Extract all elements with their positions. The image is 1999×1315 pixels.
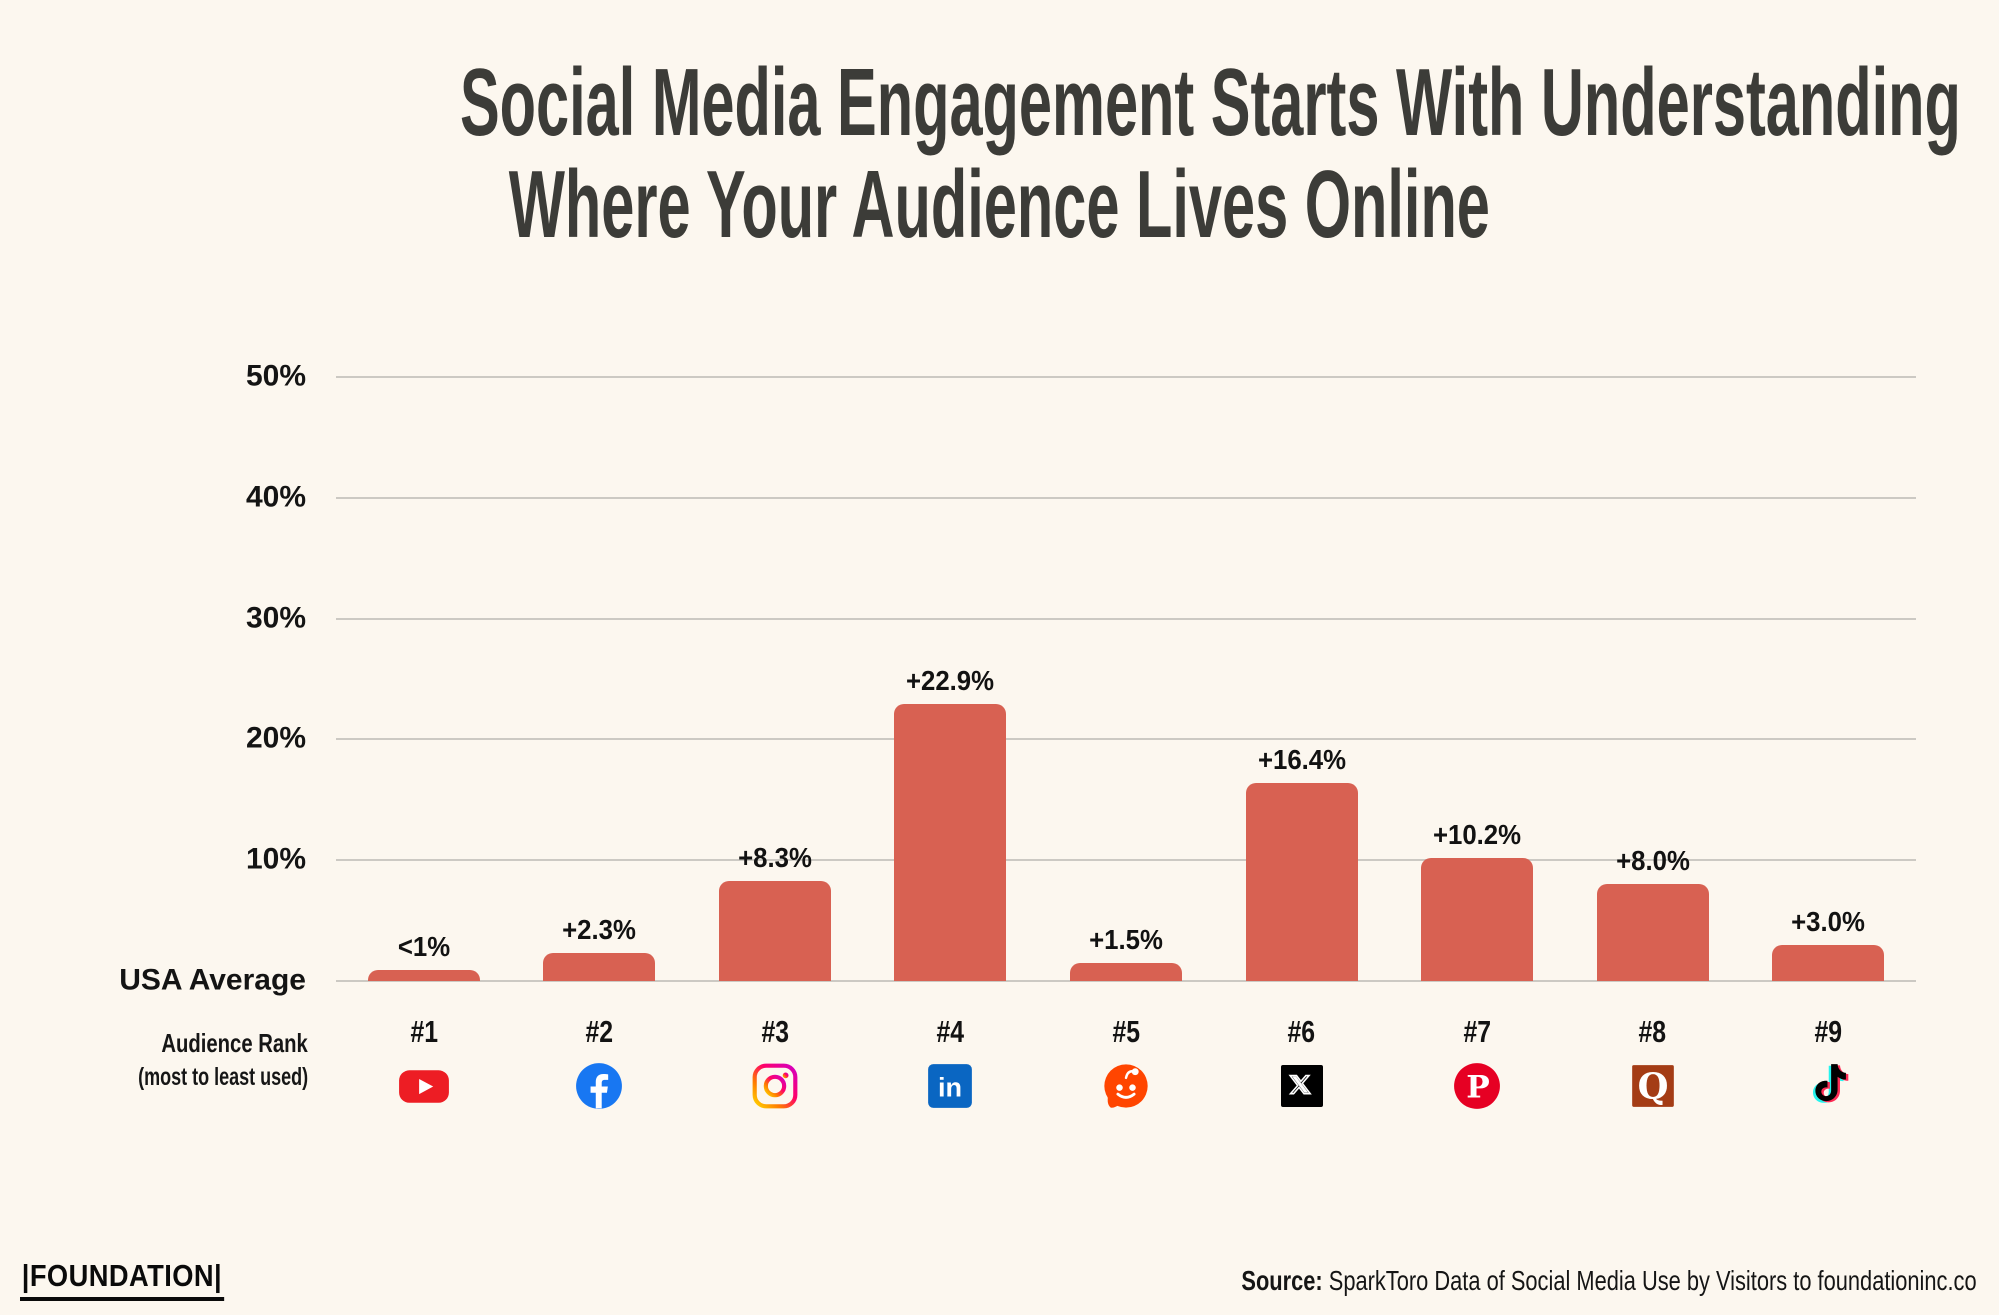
value-label-facebook: +2.3% <box>562 914 637 946</box>
platform-icon-row: in P Q <box>336 1059 1916 1113</box>
svg-text:Q: Q <box>1637 1067 1668 1108</box>
rank-label-x: #6 <box>1287 1014 1316 1049</box>
y-tick-label-40%: 40% <box>245 480 306 514</box>
page-title: Social Media Engagement Starts With Unde… <box>0 52 1999 256</box>
bar-column-reddit: +1.5% <box>1038 377 1214 981</box>
x-axis-subtitle: (most to least used) <box>137 1063 308 1091</box>
y-tick-label-30%: 30% <box>245 600 306 634</box>
bar-column-linkedin: +22.9% <box>863 377 1039 981</box>
x-axis-caption: Audience Rank (most to least used) <box>0 1026 308 1094</box>
value-label-reddit: +1.5% <box>1089 923 1163 955</box>
rank-label-facebook: #2 <box>585 1014 614 1049</box>
bar-column-x: +16.4% <box>1214 377 1390 981</box>
rank-cell-youtube: #1 <box>336 1013 512 1051</box>
rank-label-youtube: #1 <box>409 1014 438 1049</box>
rank-label-pinterest: #7 <box>1463 1014 1491 1049</box>
bar-column-tiktok: +3.0% <box>1741 377 1917 981</box>
gridline-10% <box>336 859 1916 862</box>
bar-column-quora: +8.0% <box>1565 377 1741 981</box>
value-label-instagram: +8.3% <box>738 841 812 873</box>
bar-linkedin: +22.9% <box>894 665 1007 981</box>
source-text: SparkToro Data of Social Media Use by Vi… <box>1323 1265 1977 1296</box>
icon-cell-linkedin: in <box>863 1059 1039 1113</box>
bar-columns: <1% +2.3% +8.3% +22.9% +1.5% +16.4% +10.2% +8.0… <box>336 377 1916 981</box>
gridline-50% <box>336 376 1916 378</box>
y-tick-label-20%: 20% <box>245 721 306 755</box>
gridline-30% <box>336 617 1916 620</box>
value-label-pinterest: +10.2% <box>1433 818 1522 850</box>
rank-cell-facebook: #2 <box>512 1013 688 1051</box>
value-label-youtube: <1% <box>397 931 450 963</box>
pinterest-icon: P <box>1454 1063 1501 1109</box>
rank-label-reddit: #5 <box>1112 1014 1140 1049</box>
page-title-line-2: Where Your Audience Lives Online <box>508 151 1491 258</box>
value-label-quora: +8.0% <box>1615 845 1690 877</box>
icon-cell-youtube <box>336 1059 512 1113</box>
y-tick-label-10%: 10% <box>245 842 306 876</box>
icon-cell-quora: Q <box>1565 1059 1741 1113</box>
rank-cell-tiktok: #9 <box>1741 1013 1917 1051</box>
bar-instagram: +8.3% <box>718 842 831 981</box>
bar-column-instagram: +8.3% <box>687 377 863 981</box>
rank-label-quora: #8 <box>1638 1014 1667 1049</box>
rank-cell-linkedin: #4 <box>863 1013 1039 1051</box>
svg-text:P: P <box>1466 1069 1490 1105</box>
source-attribution: Source: SparkToro Data of Social Media U… <box>1242 1265 1977 1297</box>
rank-cell-pinterest: #7 <box>1389 1013 1565 1051</box>
baseline-gridline <box>336 980 1916 982</box>
rank-label-instagram: #3 <box>761 1014 789 1049</box>
bar-chart-plot-area: <1% +2.3% +8.3% +22.9% +1.5% +16.4% +10.2% +8.0… <box>119 359 1916 996</box>
bar-facebook: +2.3% <box>543 914 656 981</box>
icon-cell-pinterest: P <box>1389 1059 1565 1113</box>
audience-rank-row: #1 #2 #3 #4 #5 #6 #7 #8 #9 <box>336 1013 1916 1051</box>
x-axis-title: Audience Rank <box>161 1028 308 1058</box>
foundation-logo: |FOUNDATION| <box>20 1258 224 1301</box>
bar-tiktok: +3.0% <box>1772 906 1885 981</box>
tiktok-icon <box>1813 1064 1849 1103</box>
facebook-icon <box>576 1063 623 1109</box>
rank-cell-x: #6 <box>1214 1013 1390 1051</box>
source-label: Source: <box>1241 1265 1324 1296</box>
bar-reddit: +1.5% <box>1070 924 1183 981</box>
rank-cell-quora: #8 <box>1565 1013 1741 1051</box>
rank-cell-reddit: #5 <box>1038 1013 1214 1051</box>
x-icon <box>1280 1065 1323 1107</box>
instagram-icon <box>752 1063 798 1109</box>
bar-youtube: <1% <box>367 931 480 981</box>
value-label-linkedin: +22.9% <box>906 665 995 697</box>
reddit-icon <box>1104 1064 1148 1108</box>
icon-cell-facebook <box>512 1059 688 1113</box>
linkedin-icon: in <box>928 1064 973 1108</box>
quora-icon: Q <box>1631 1065 1674 1108</box>
rank-cell-instagram: #3 <box>687 1013 863 1051</box>
bar-column-facebook: +2.3% <box>512 377 688 981</box>
bar-column-pinterest: +10.2% <box>1389 377 1565 981</box>
rank-label-linkedin: #4 <box>936 1014 965 1049</box>
rank-label-tiktok: #9 <box>1814 1014 1843 1049</box>
bar-quora: +8.0% <box>1596 845 1709 981</box>
value-label-x: +16.4% <box>1257 743 1346 775</box>
gridline-40% <box>336 496 1916 499</box>
youtube-icon <box>398 1070 449 1103</box>
page-title-line-1: Social Media Engagement Starts With Unde… <box>459 49 1961 156</box>
bar-column-youtube: <1% <box>336 377 512 981</box>
svg-text:in: in <box>938 1071 962 1102</box>
gridline-20% <box>336 738 1916 741</box>
y-tick-label-50%: 50% <box>245 359 306 393</box>
icon-cell-reddit <box>1038 1059 1214 1113</box>
baseline-label: USA Average <box>119 963 306 997</box>
bar-x: +16.4% <box>1245 744 1358 981</box>
icon-cell-x <box>1214 1059 1390 1113</box>
icon-cell-instagram <box>687 1059 863 1113</box>
value-label-tiktok: +3.0% <box>1791 905 1866 937</box>
icon-cell-tiktok <box>1741 1059 1917 1113</box>
bar-pinterest: +10.2% <box>1421 819 1534 981</box>
